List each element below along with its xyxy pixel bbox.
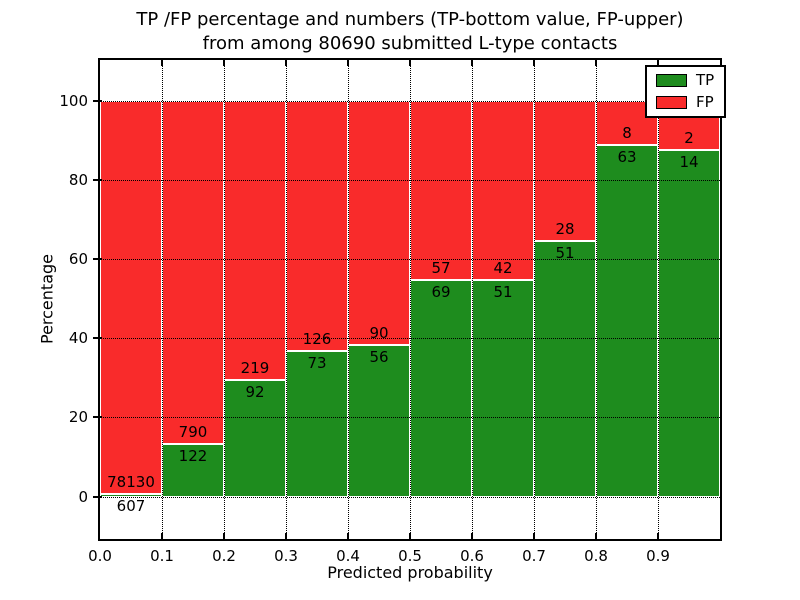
legend-entry-fp: FP xyxy=(656,95,714,110)
x-tick-mark xyxy=(595,533,597,539)
y-tick-mark xyxy=(93,495,102,498)
vertical-gridline xyxy=(286,60,287,539)
fp-bar-segment xyxy=(100,100,162,494)
x-tick-label: 0.9 xyxy=(646,547,670,565)
tp-count-label: 69 xyxy=(431,282,451,301)
tp-bar-segment xyxy=(286,351,348,497)
fp-count-label: 28 xyxy=(555,220,575,239)
tp-count-label: 73 xyxy=(307,354,327,373)
tp-count-label: 51 xyxy=(493,282,513,301)
fp-bar-segment xyxy=(534,100,596,242)
y-tick-label: 0 xyxy=(78,487,88,506)
fp-count-label: 78130 xyxy=(107,472,155,491)
tp-bar-segment xyxy=(658,150,720,497)
x-tick-mark xyxy=(409,60,411,66)
chart-title-line2: from among 80690 submitted L-type contac… xyxy=(202,33,618,55)
x-tick-mark xyxy=(223,533,225,539)
x-tick-mark xyxy=(533,533,535,539)
x-tick-label: 0.8 xyxy=(584,547,608,565)
tp-bar-segment xyxy=(534,241,596,497)
x-tick-label: 0.5 xyxy=(398,547,422,565)
x-tick-label: 0.0 xyxy=(88,547,112,565)
x-tick-mark xyxy=(409,533,411,539)
tp-bar-segment xyxy=(596,145,658,497)
tp-count-label: 51 xyxy=(555,244,575,263)
tp-bar-segment xyxy=(100,493,162,497)
legend: TP FP xyxy=(645,65,727,118)
x-tick-mark xyxy=(657,533,659,539)
y-tick-label: 60 xyxy=(68,250,88,269)
tp-count-label: 607 xyxy=(116,496,146,515)
tp-bar-segment xyxy=(472,279,534,497)
tp-bar-segment xyxy=(162,443,224,497)
y-tick-label: 20 xyxy=(68,408,88,427)
fp-count-label: 126 xyxy=(302,330,332,349)
vertical-gridline xyxy=(410,60,411,539)
y-tick-mark xyxy=(93,178,102,181)
y-tick-mark xyxy=(93,99,102,102)
vertical-gridline xyxy=(472,60,473,539)
tp-legend-swatch-icon xyxy=(656,74,687,87)
plot-area: 78130 607 790 122 219 92 126 73 90 56 57 69 42 51 28 51… xyxy=(93,58,722,541)
x-tick-mark xyxy=(347,60,349,66)
x-tick-label: 0.6 xyxy=(460,547,484,565)
x-tick-mark xyxy=(223,60,225,66)
tp-count-label: 63 xyxy=(617,148,637,167)
fp-bar-segment xyxy=(410,100,472,280)
fp-bar-segment xyxy=(286,100,348,352)
fp-count-label: 57 xyxy=(431,258,451,277)
x-tick-mark xyxy=(657,60,659,66)
chart-title-line1: TP /FP percentage and numbers (TP-bottom… xyxy=(136,9,684,30)
x-tick-mark xyxy=(161,60,163,66)
x-tick-mark xyxy=(161,533,163,539)
vertical-gridline xyxy=(596,60,597,539)
vertical-gridline xyxy=(534,60,535,539)
fp-count-label: 90 xyxy=(369,323,389,342)
x-tick-label: 0.7 xyxy=(522,547,546,565)
y-tick-label: 100 xyxy=(59,91,88,110)
vertical-gridline xyxy=(658,60,659,539)
tp-count-label: 14 xyxy=(679,153,699,172)
vertical-gridline xyxy=(162,60,163,539)
fp-count-label: 8 xyxy=(622,124,632,143)
x-tick-mark xyxy=(471,533,473,539)
x-tick-mark xyxy=(347,533,349,539)
y-tick-mark xyxy=(93,337,102,340)
x-tick-mark xyxy=(471,60,473,66)
tp-bar-segment xyxy=(410,279,472,497)
fp-count-label: 790 xyxy=(178,422,208,441)
fp-bar-segment xyxy=(348,100,410,345)
tp-bar-segment xyxy=(348,344,410,497)
x-tick-mark xyxy=(533,60,535,66)
fp-count-label: 42 xyxy=(493,258,513,277)
fp-count-label: 2 xyxy=(684,129,694,148)
vertical-gridline xyxy=(348,60,349,539)
x-axis-label: Predicted probability xyxy=(327,563,493,582)
x-tick-label: 0.3 xyxy=(274,547,298,565)
y-tick-mark xyxy=(93,416,102,419)
x-tick-mark xyxy=(285,533,287,539)
fp-count-label: 219 xyxy=(240,358,270,377)
vertical-gridline xyxy=(224,60,225,539)
x-tick-label: 0.1 xyxy=(150,547,174,565)
legend-label: FP xyxy=(696,93,714,111)
x-tick-mark xyxy=(285,60,287,66)
y-tick-mark xyxy=(93,258,102,261)
fp-bar-segment xyxy=(162,100,224,444)
x-tick-label: 0.2 xyxy=(212,547,236,565)
tp-count-label: 56 xyxy=(369,347,389,366)
x-tick-label: 0.4 xyxy=(336,547,360,565)
x-tick-mark xyxy=(595,60,597,66)
y-tick-label: 80 xyxy=(68,170,88,189)
y-tick-label: 40 xyxy=(68,329,88,348)
fp-bar-segment xyxy=(472,100,534,280)
tp-count-label: 122 xyxy=(178,446,208,465)
legend-label: TP xyxy=(696,71,715,89)
chart-title: TP /FP percentage and numbers (TP-bottom… xyxy=(100,8,720,57)
fp-legend-swatch-icon xyxy=(656,96,687,109)
legend-entry-tp: TP xyxy=(656,73,714,88)
fp-bar-segment xyxy=(224,100,286,380)
tp-count-label: 92 xyxy=(245,382,265,401)
